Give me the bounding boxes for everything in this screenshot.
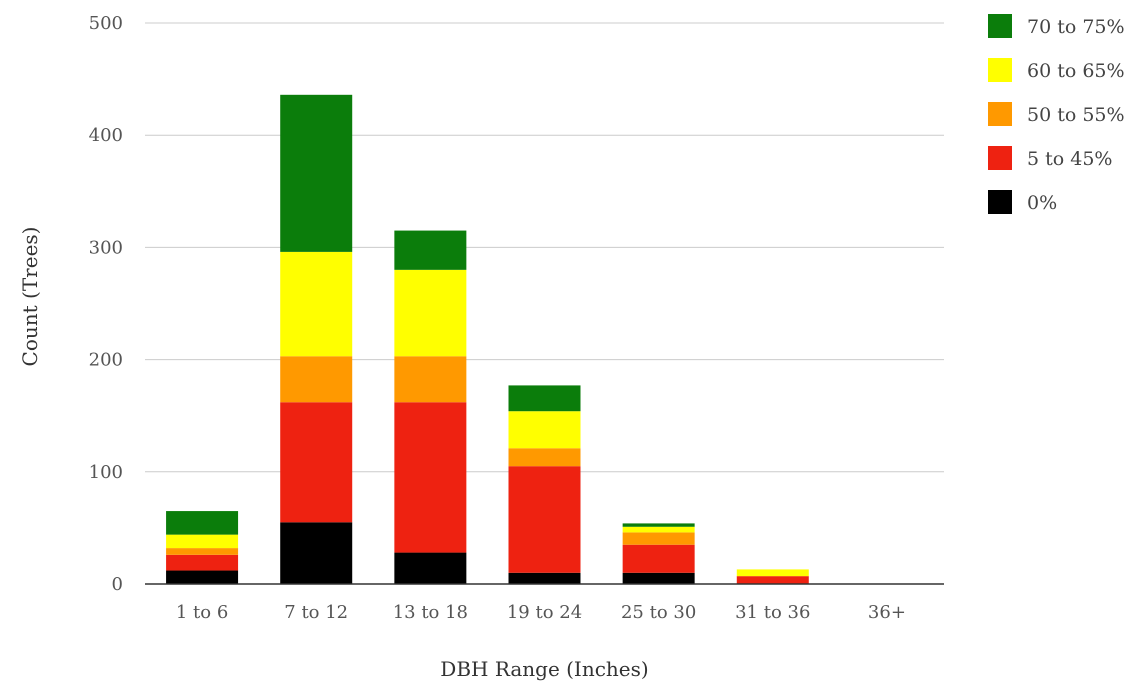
bar-segment xyxy=(622,572,695,584)
x-axis-ticks: 1 to 6 7 to 12 13 to 18 19 to 24 25 to 30 31 … xyxy=(176,602,906,623)
y-tick-label: 100 xyxy=(89,462,123,483)
bar-segment xyxy=(622,544,695,573)
legend-label: 50 to 55% xyxy=(1027,104,1125,126)
bar-segment xyxy=(280,402,353,523)
bar-segment xyxy=(394,269,467,357)
bars xyxy=(166,94,809,584)
y-tick-label: 400 xyxy=(89,125,123,146)
x-tick-label: 31 to 36 xyxy=(735,602,810,623)
x-tick-label: 36+ xyxy=(868,602,906,623)
gridlines xyxy=(145,22,944,473)
bar-segment xyxy=(394,402,467,553)
bar-segment xyxy=(280,356,353,403)
legend-label: 70 to 75% xyxy=(1027,16,1125,38)
y-axis-title: Count (Trees) xyxy=(18,227,42,367)
y-tick-label: 200 xyxy=(89,350,123,371)
bar-segment xyxy=(280,251,353,357)
legend-swatch xyxy=(988,14,1012,38)
legend: 70 to 75% 60 to 65% 50 to 55% 5 to 45% 0% xyxy=(988,14,1125,214)
bar-segment xyxy=(280,522,353,584)
bar-segment xyxy=(508,572,581,584)
bar-segment xyxy=(622,523,695,527)
x-tick-label: 13 to 18 xyxy=(393,602,468,623)
bar-segment xyxy=(736,569,809,577)
bar-segment xyxy=(166,548,239,555)
bar-segment xyxy=(394,356,467,403)
y-tick-label: 500 xyxy=(89,13,123,34)
x-tick-label: 1 to 6 xyxy=(176,602,228,623)
bar-segment xyxy=(622,532,695,545)
bar-segment xyxy=(622,526,695,533)
bar-segment xyxy=(166,554,239,571)
bar-segment xyxy=(280,94,353,252)
legend-label: 0% xyxy=(1027,192,1057,214)
bar-segment xyxy=(166,570,239,584)
bar-segment xyxy=(394,552,467,584)
legend-swatch xyxy=(988,190,1012,214)
bar-segment xyxy=(508,385,581,412)
bar-segment xyxy=(166,511,239,535)
x-tick-label: 25 to 30 xyxy=(621,602,696,623)
x-tick-label: 7 to 12 xyxy=(284,602,348,623)
x-axis-title: DBH Range (Inches) xyxy=(440,657,648,681)
bar-segment xyxy=(394,230,467,270)
bar-segment xyxy=(508,448,581,467)
legend-swatch xyxy=(988,102,1012,126)
x-tick-label: 19 to 24 xyxy=(507,602,582,623)
legend-label: 60 to 65% xyxy=(1027,60,1125,82)
bar-segment xyxy=(736,576,809,584)
bar-segment xyxy=(166,534,239,549)
y-axis-ticks: 0 100 200 300 400 500 xyxy=(89,13,123,595)
y-tick-label: 300 xyxy=(89,237,123,258)
legend-swatch xyxy=(988,146,1012,170)
legend-label: 5 to 45% xyxy=(1027,148,1112,170)
bar-segment xyxy=(508,411,581,449)
y-tick-label: 0 xyxy=(112,574,123,595)
bar-segment xyxy=(508,466,581,573)
legend-swatch xyxy=(988,58,1012,82)
